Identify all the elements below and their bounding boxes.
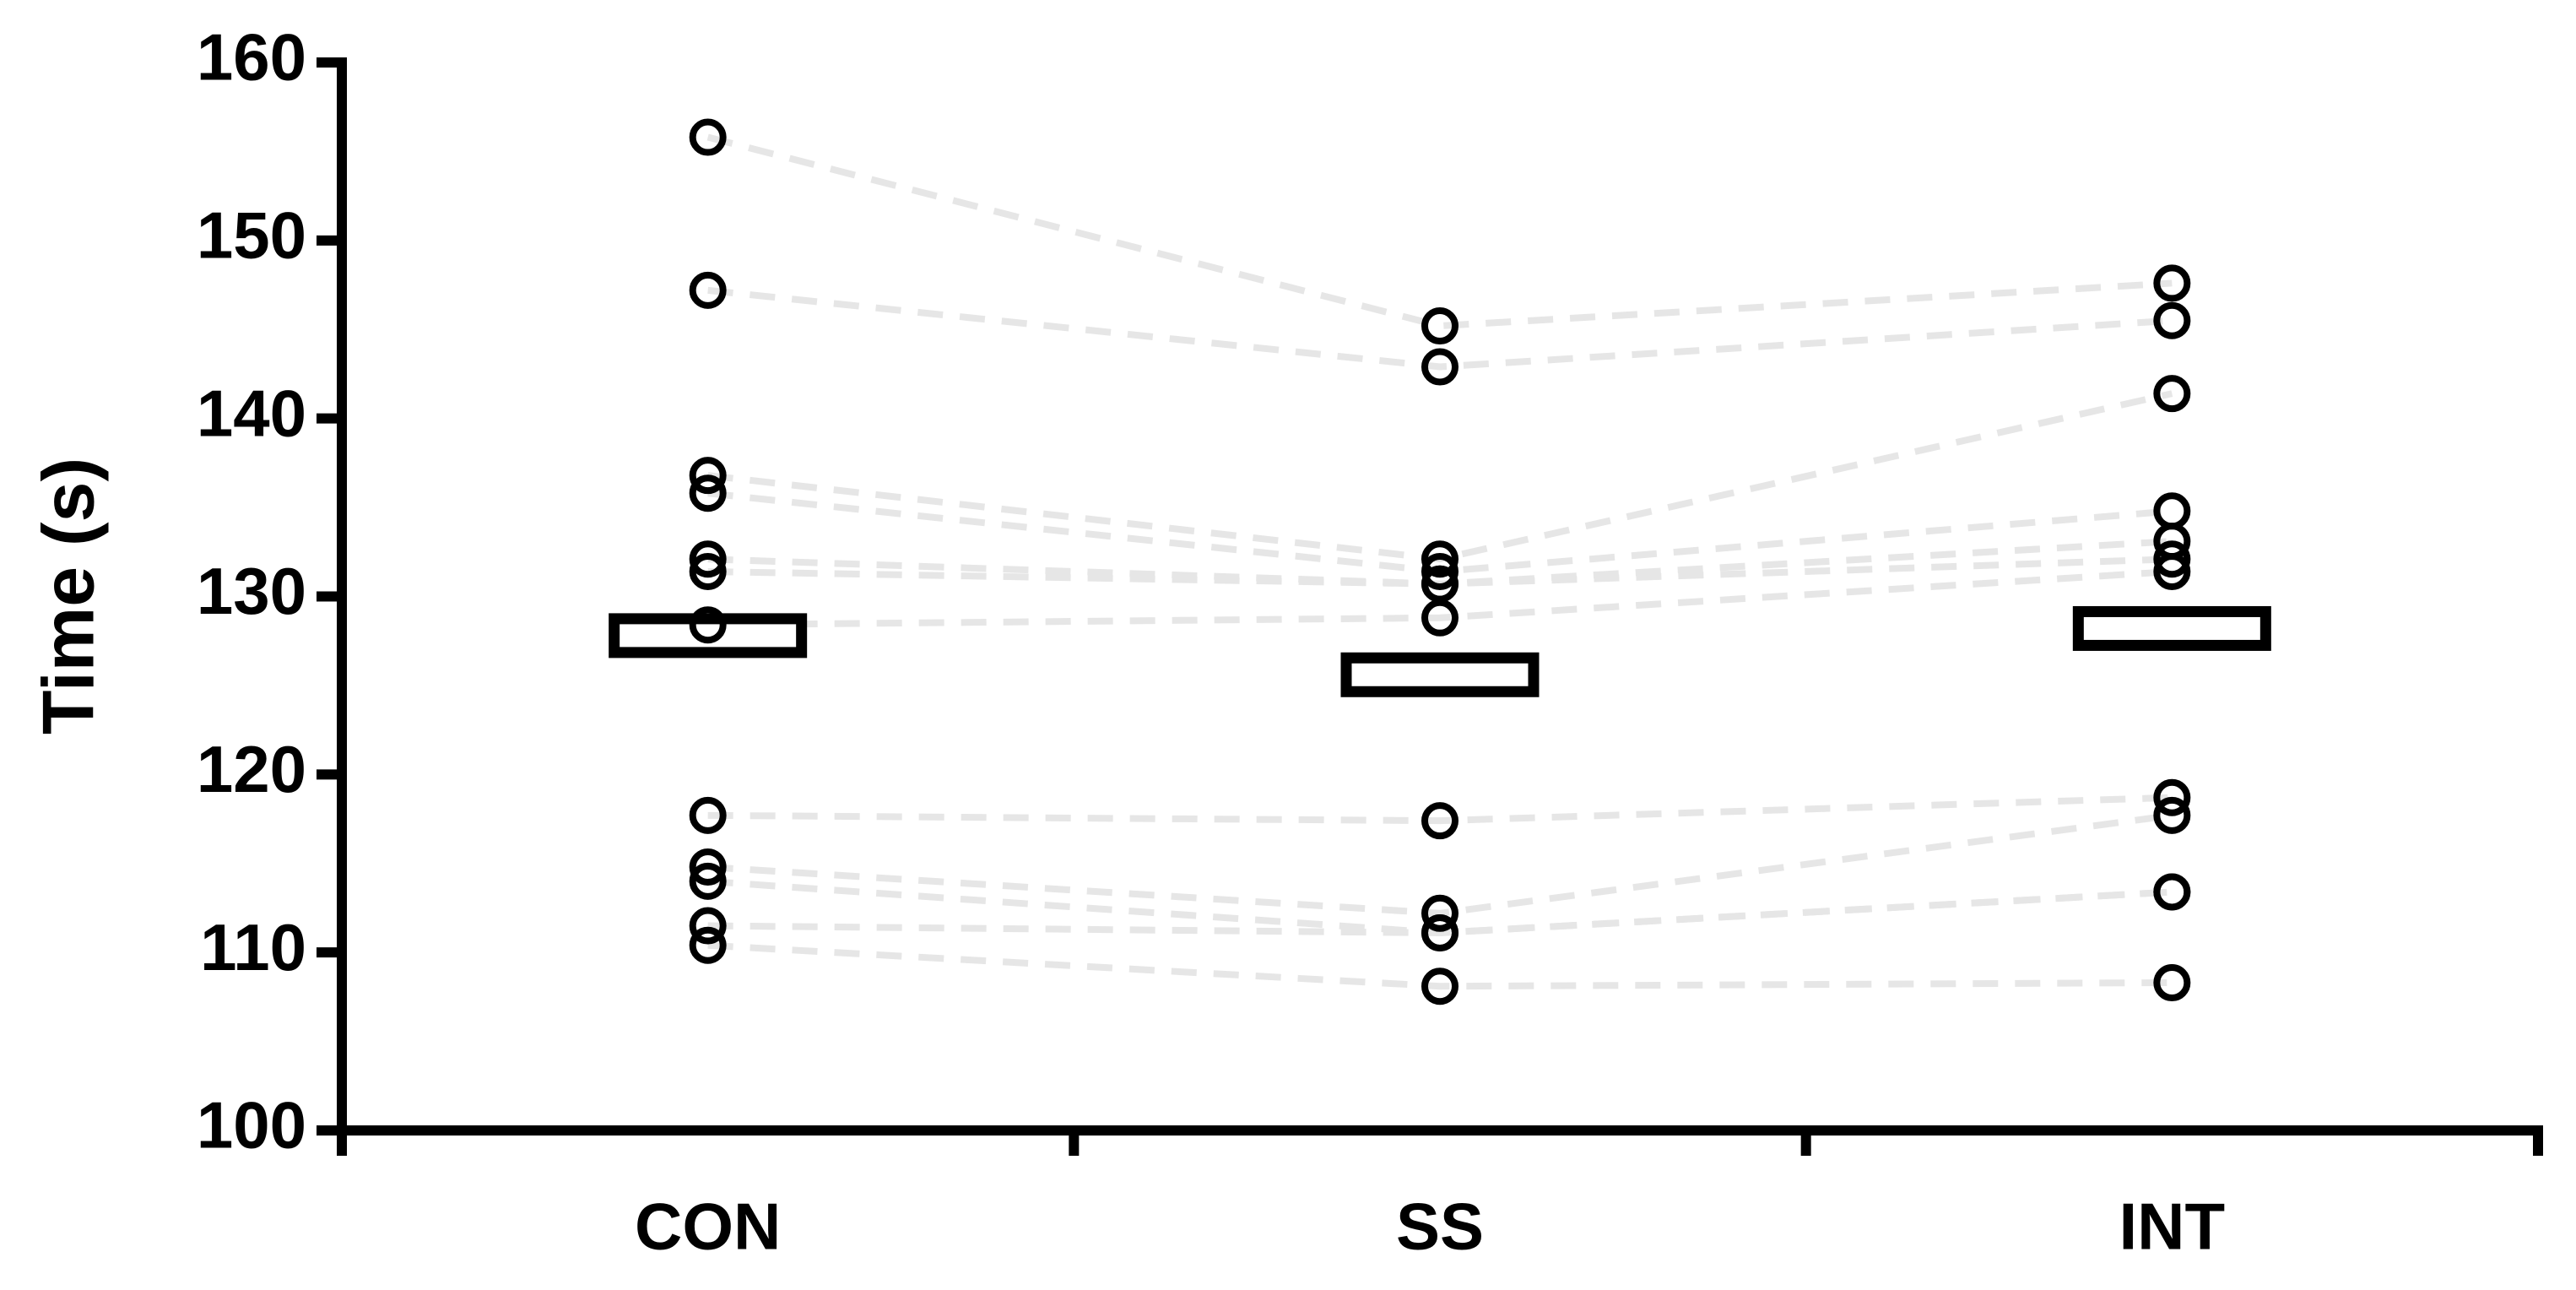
data-point [2153,552,2191,590]
data-point [2153,964,2191,1002]
subject-line [707,941,2173,990]
data-point [689,474,727,512]
data-point [689,552,727,590]
data-point [689,606,727,644]
subject-line [707,794,2173,825]
data-point [689,118,727,156]
data-point [2153,873,2191,911]
data-point [689,862,727,900]
data-point [2153,778,2191,816]
subject-line [707,286,2173,371]
subject-line [707,811,2173,917]
x-tick-label: SS [1396,1190,1484,1264]
y-tick-label: 130 [197,554,306,628]
subject-line [706,133,2173,330]
data-point [1421,913,1458,951]
y-tick-label: 100 [197,1088,306,1163]
y-tick-label: 140 [197,376,306,450]
data-point [2153,301,2191,339]
data-point [1421,894,1458,932]
data-point [689,540,727,578]
data-point [1421,348,1458,386]
y-tick-label: 110 [200,910,306,984]
data-point [689,457,727,495]
y-axis-label: Time (s) [29,458,110,734]
subject-line [707,888,2173,936]
data-point [689,271,727,309]
y-tick-label: 120 [197,732,306,806]
data-point [2153,492,2191,530]
y-tick-label: 150 [197,198,306,272]
data-point [1421,540,1458,578]
data-point [2153,796,2191,834]
data-point [2153,540,2191,578]
data-point [689,796,727,834]
data-point [1421,599,1458,637]
data-point [689,848,727,886]
x-tick-label: CON [635,1190,781,1264]
data-point [1421,552,1458,590]
data-point [2153,264,2191,302]
data-point [1421,968,1458,1005]
data-point [2153,375,2191,413]
data-point [689,907,727,945]
data-point [1421,307,1458,345]
data-point [689,926,727,964]
subject-line [707,567,2173,629]
mean-bar [1340,652,1540,697]
mean-bar [2072,605,2271,651]
data-point [1421,802,1458,840]
y-tick-label: 160 [197,20,306,95]
mean-bar [609,613,808,659]
subject-line [707,390,2173,563]
x-tick-label: INT [2119,1190,2226,1264]
data-point [1421,565,1458,603]
